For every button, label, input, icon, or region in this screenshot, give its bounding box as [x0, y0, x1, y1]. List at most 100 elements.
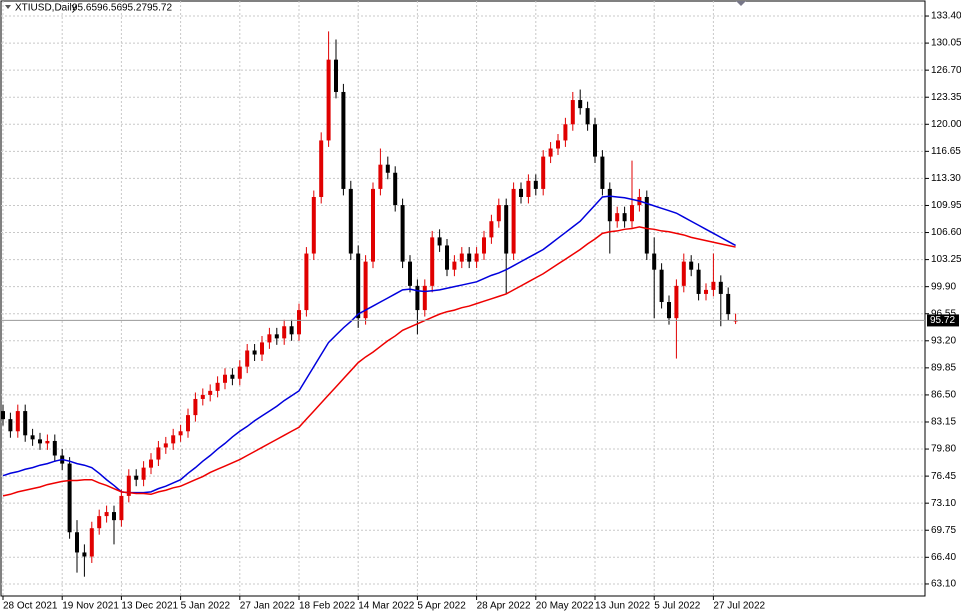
candle-body — [289, 326, 294, 335]
candle-body — [297, 310, 301, 335]
y-tick-label: 106.60 — [931, 227, 961, 238]
candle-body — [304, 253, 309, 311]
candle-body — [644, 196, 649, 254]
candle-body — [8, 419, 13, 432]
x-tick-label: 27 Jan 2022 — [240, 601, 295, 612]
candle-body — [504, 205, 509, 254]
x-tick-label: 13 Jun 2022 — [595, 601, 650, 612]
y-tick-label: 123.35 — [931, 92, 961, 103]
y-tick-label: 69.75 — [931, 525, 956, 536]
y-tick-label: 76.45 — [931, 471, 956, 482]
candle-body — [556, 140, 560, 149]
candle-body — [526, 180, 531, 197]
header-open: 95.65 — [72, 3, 97, 14]
x-tick-label: 14 Mar 2022 — [358, 601, 415, 612]
candle-body — [652, 253, 657, 270]
candle-body — [326, 59, 331, 141]
candle-body — [126, 475, 131, 496]
candle-body — [97, 516, 102, 529]
candle-body — [548, 148, 553, 157]
candle-body — [245, 350, 250, 367]
candle-body — [230, 374, 235, 379]
x-tick-label: 13 Dec 2021 — [121, 601, 178, 612]
candle-body — [674, 285, 679, 319]
candle-body — [112, 512, 116, 521]
header-high: 96.56 — [97, 3, 122, 14]
y-tick-label: 109.95 — [931, 200, 961, 211]
last-price-box — [927, 314, 959, 327]
candle-body — [341, 91, 346, 189]
candle-body — [607, 188, 612, 222]
candle-body — [260, 342, 264, 355]
candle-body — [667, 302, 671, 319]
candle-body — [89, 528, 94, 557]
y-tick-label: 133.40 — [931, 11, 961, 22]
candle-body — [593, 124, 597, 157]
x-tick-label: 5 Jul 2022 — [654, 601, 701, 612]
candle-body — [422, 285, 427, 311]
candle-body — [496, 205, 501, 222]
candle-body — [156, 447, 161, 460]
candle-body — [45, 440, 50, 444]
candle-body — [267, 334, 272, 343]
chart-title: XTIUSD,Daily — [15, 3, 77, 14]
x-tick-label: 19 Nov 2021 — [62, 601, 119, 612]
candle-body — [200, 394, 205, 399]
y-tick-label: 113.30 — [931, 173, 961, 184]
candle-body — [193, 398, 198, 416]
candle-body — [630, 205, 634, 222]
candle-body — [400, 205, 405, 262]
candle-body — [319, 140, 324, 197]
header-close: 95.72 — [147, 3, 172, 14]
candle-body — [474, 253, 479, 262]
y-tick-label: 103.25 — [931, 254, 961, 265]
candle-body — [600, 156, 605, 189]
candle-body — [38, 439, 42, 444]
candle-body — [519, 188, 523, 197]
y-tick-label: 63.10 — [931, 579, 956, 590]
candle-body — [622, 213, 627, 222]
candle-body — [134, 475, 139, 480]
candle-body — [378, 164, 383, 189]
candle-body — [445, 245, 449, 270]
candle-body — [689, 261, 694, 270]
y-tick-label: 83.15 — [931, 417, 956, 428]
candle-body — [415, 285, 420, 311]
candle-body — [186, 415, 190, 432]
x-tick-label: 27 Jul 2022 — [713, 601, 765, 612]
candle-body — [408, 261, 412, 286]
candle-body — [149, 459, 153, 468]
candle-body — [311, 196, 316, 254]
y-tick-label: 126.70 — [931, 65, 961, 76]
shift-marker[interactable] — [736, 1, 746, 6]
candle-body — [696, 269, 701, 294]
y-tick-label: 79.80 — [931, 444, 956, 455]
candle-body — [459, 253, 464, 262]
candle-body — [208, 390, 213, 395]
candle-body — [711, 281, 716, 290]
y-tick-label: 89.85 — [931, 362, 956, 373]
candle-body — [570, 100, 575, 125]
candle-body — [30, 435, 35, 440]
candle-body — [119, 495, 124, 521]
candle-body — [23, 411, 28, 436]
header-low: 95.27 — [122, 3, 147, 14]
candle-body — [482, 237, 486, 254]
candle-body — [489, 221, 494, 238]
candle-body — [511, 188, 516, 254]
candle-body — [726, 293, 731, 315]
candle-body — [223, 374, 227, 383]
candle-body — [659, 269, 664, 303]
candle-body — [356, 253, 361, 319]
moving-average-line — [2, 226, 736, 497]
candle-body — [75, 532, 79, 553]
x-tick-label: 5 Jan 2022 — [181, 601, 231, 612]
candle-body — [1, 411, 5, 420]
y-tick-label: 96.55 — [931, 308, 956, 319]
candle-body — [430, 237, 435, 286]
candle-body — [533, 180, 538, 189]
candle-body — [681, 261, 686, 286]
y-tick-label: 120.00 — [931, 119, 961, 130]
candle-body — [718, 281, 723, 294]
